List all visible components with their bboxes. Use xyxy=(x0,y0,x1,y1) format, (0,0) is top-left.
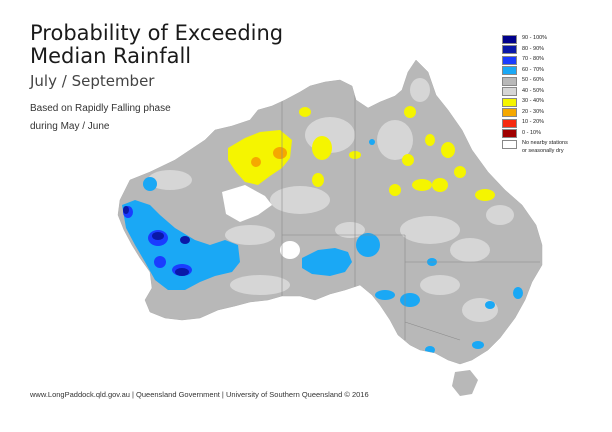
legend-item: 20 - 30% xyxy=(502,108,602,119)
legend-item: 80 - 90% xyxy=(502,45,602,56)
legend-label: 0 - 10% xyxy=(522,129,541,136)
legend-item-no-data: No nearby stations or seasonally dry xyxy=(502,139,602,159)
legend-label: No nearby stations or seasonally dry xyxy=(522,139,568,155)
legend-item: 90 - 100% xyxy=(502,34,602,45)
legend-swatch xyxy=(502,45,517,54)
legend-swatch xyxy=(502,139,517,149)
legend-swatch xyxy=(502,97,517,107)
legend-swatch xyxy=(502,87,517,96)
period-label: July / September xyxy=(30,72,155,90)
legend-swatch xyxy=(502,76,517,86)
region-20-30 xyxy=(251,147,287,167)
legend-swatch xyxy=(502,34,517,44)
region-60-70 xyxy=(122,139,523,354)
legend-swatch xyxy=(502,66,517,75)
legend-no-data-line-1: No nearby stations xyxy=(522,140,568,146)
legend: 90 - 100% 80 - 90% 70 - 80% 60 - 70% 50 - 60… xyxy=(502,34,602,159)
legend-label: 40 - 50% xyxy=(522,87,545,94)
region-no-data xyxy=(222,185,300,259)
tasmania xyxy=(452,370,478,396)
legend-swatch xyxy=(502,108,517,117)
legend-item: 50 - 60% xyxy=(502,76,602,87)
legend-label: 30 - 40% xyxy=(522,98,545,104)
region-30-40 xyxy=(228,106,495,201)
legend-label: 70 - 80% xyxy=(522,56,545,62)
legend-label: 50 - 60% xyxy=(522,77,545,83)
map-subtitle: Based on Rapidly Falling phase during Ma… xyxy=(30,100,270,136)
legend-label: 10 - 20% xyxy=(522,119,545,125)
legend-item: 60 - 70% xyxy=(502,66,602,77)
region-80-90 xyxy=(123,206,190,276)
state-borders xyxy=(281,80,540,341)
legend-item: 0 - 10% xyxy=(502,129,602,140)
legend-item: 10 - 20% xyxy=(502,118,602,129)
legend-label: 80 - 90% xyxy=(522,45,545,52)
legend-swatch xyxy=(502,129,517,138)
legend-item: 40 - 50% xyxy=(502,87,602,98)
map-title: Probability of Exceeding Median Rainfall xyxy=(30,22,283,68)
footer-credit: www.LongPaddock.qld.gov.au | Queensland … xyxy=(30,390,369,399)
legend-no-data-line-2: or seasonally dry xyxy=(522,148,564,154)
legend-label: 60 - 70% xyxy=(522,66,545,73)
title-line-1: Probability of Exceeding xyxy=(30,21,284,45)
legend-item: 70 - 80% xyxy=(502,55,602,66)
legend-item: 30 - 40% xyxy=(502,97,602,108)
legend-label: 90 - 100% xyxy=(522,35,548,41)
legend-label: 20 - 30% xyxy=(522,108,545,115)
legend-swatch xyxy=(502,55,517,65)
title-line-2: Median Rainfall xyxy=(30,44,192,68)
legend-swatch xyxy=(502,118,517,128)
subtitle-line-2: during May / June xyxy=(30,121,110,132)
subtitle-line-1: Based on Rapidly Falling phase xyxy=(30,103,171,114)
